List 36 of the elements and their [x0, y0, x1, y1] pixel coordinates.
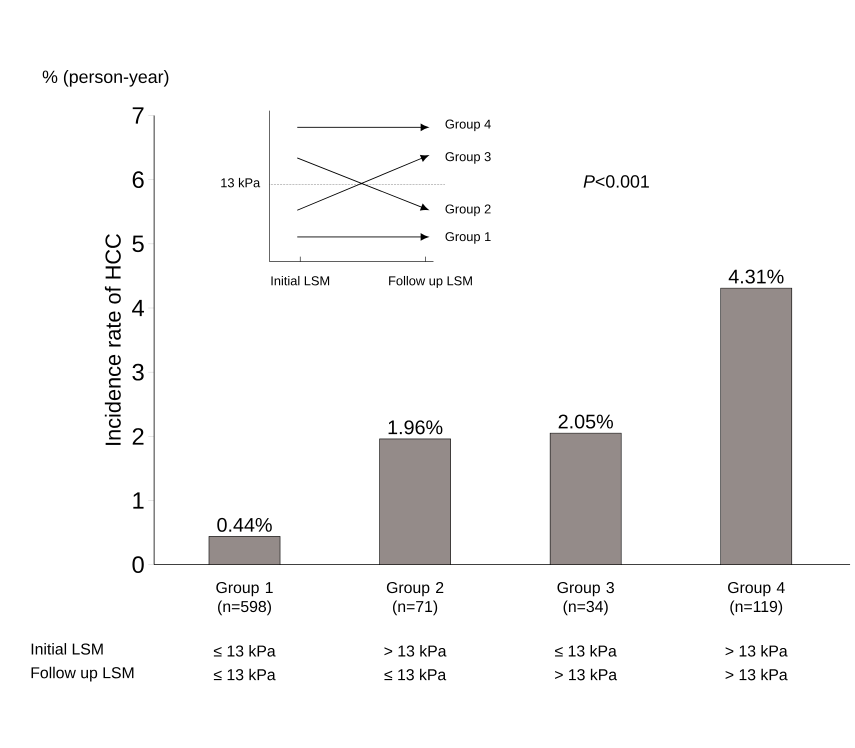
- annotation: 13 kPa: [221, 178, 260, 188]
- y-tick-label: 5: [132, 235, 144, 252]
- y-tick-label: 2: [132, 428, 144, 444]
- x-tick-label: Group 2 (n=71): [386, 582, 444, 616]
- text: > 13 kPa: [726, 644, 788, 656]
- text: > 13 kPa: [384, 644, 446, 656]
- text: ≤ 13 kPa: [214, 644, 276, 656]
- y-tick-label: 0: [132, 556, 144, 573]
- x-tick-label: Group 1 (n=598): [216, 582, 273, 616]
- data-label: 2.05%: [558, 414, 613, 428]
- annotation: Follow up LSM: [389, 276, 472, 288]
- x-tick-label: Group 3 (n=34): [557, 582, 614, 616]
- data-label: 0.44%: [217, 518, 272, 532]
- annotation: P<0.001: [584, 175, 649, 188]
- annotation: Initial LSM: [271, 276, 330, 286]
- x-tick-label: Group 4 (n=119): [728, 582, 785, 616]
- y-tick-label: 6: [132, 171, 144, 188]
- y-tick-label: 7: [132, 107, 144, 124]
- y-axis-title: Incidence rate of HCC: [104, 234, 121, 445]
- text: ≤ 13 kPa: [214, 668, 276, 680]
- annotation: Group 4: [446, 119, 491, 132]
- y-tick-label: 1: [133, 492, 144, 509]
- annotation: Group 3: [446, 152, 491, 164]
- text: > 13 kPa: [726, 668, 788, 680]
- annotation: Group 2: [446, 204, 491, 216]
- data-label: 4.31%: [728, 269, 784, 284]
- y-tick-label: 3: [132, 364, 144, 380]
- y-tick-label: 4: [132, 300, 144, 316]
- text: > 13 kPa: [555, 668, 618, 680]
- text: ≤ 13 kPa: [555, 644, 617, 656]
- text: Initial LSM: [32, 642, 103, 655]
- text: Follow up LSM: [32, 666, 134, 682]
- text: % (person-year): [42, 70, 168, 86]
- data-label: 1.96%: [388, 420, 442, 434]
- annotation: Group 1: [446, 232, 491, 244]
- text: ≤ 13 kPa: [384, 668, 446, 680]
